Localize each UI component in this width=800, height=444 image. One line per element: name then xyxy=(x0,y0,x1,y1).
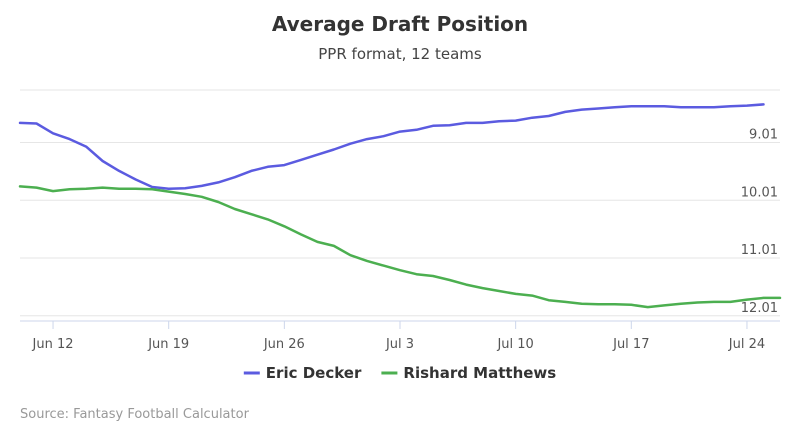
legend-item-eric-decker[interactable]: Eric Decker xyxy=(243,364,362,382)
series-line-eric-decker[interactable] xyxy=(18,103,765,191)
source-credit[interactable]: Source: Fantasy Football Calculator xyxy=(20,407,250,422)
y-axis-labels: 9.01 10.01 11.01 12.01 xyxy=(741,128,778,316)
y-tick-label: 11.01 xyxy=(741,243,778,258)
x-tick-label: Jun 12 xyxy=(32,337,74,352)
series-line-rishard-matthews[interactable] xyxy=(18,185,782,309)
legend-item-rishard-matthews[interactable]: Rishard Matthews xyxy=(381,364,556,382)
x-tick-label: Jul 10 xyxy=(496,337,533,352)
chart-title: Average Draft Position xyxy=(272,12,528,36)
x-tick-label: Jun 26 xyxy=(263,337,305,352)
legend: Eric Decker Rishard Matthews xyxy=(243,364,556,382)
y-tick-label: 9.01 xyxy=(749,128,778,143)
x-tick-label: Jul 3 xyxy=(385,337,414,352)
series-layer xyxy=(18,103,782,309)
y-tick-label: 10.01 xyxy=(741,185,778,200)
grid-layer xyxy=(20,89,780,317)
legend-label: Eric Decker xyxy=(266,364,362,382)
legend-label: Rishard Matthews xyxy=(403,364,556,382)
x-tick-label: Jun 19 xyxy=(147,337,189,352)
x-tick-label: Jul 17 xyxy=(612,337,649,352)
chart-subtitle: PPR format, 12 teams xyxy=(318,45,482,63)
x-axis: Jun 12 Jun 19 Jun 26 Jul 3 Jul 10 Jul 17 Jul 2… xyxy=(20,320,780,352)
y-tick-label: 12.01 xyxy=(741,301,778,316)
x-tick-label: Jul 24 xyxy=(728,337,765,352)
